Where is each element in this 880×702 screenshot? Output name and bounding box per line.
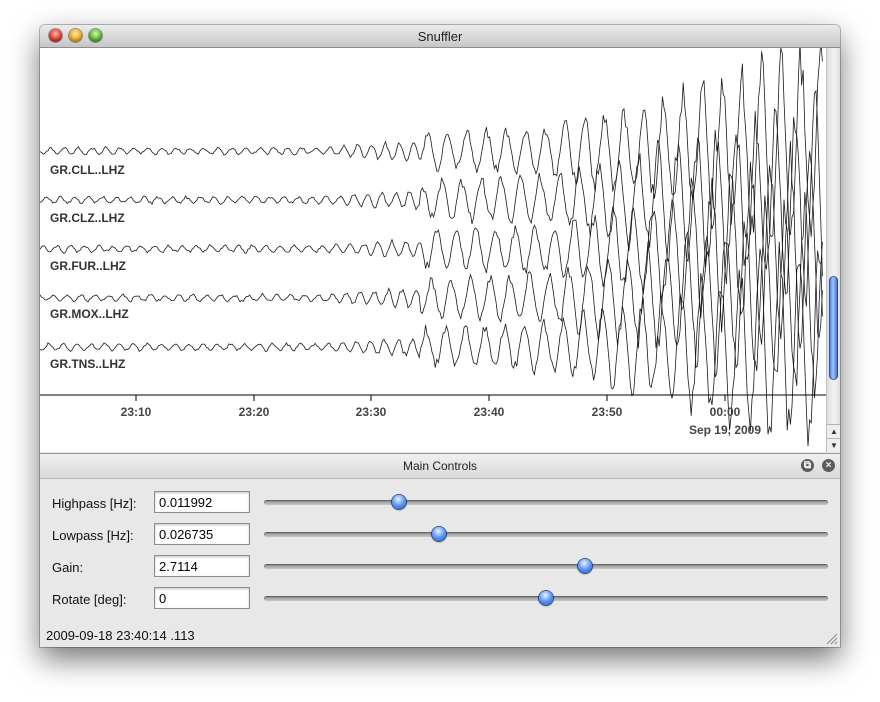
rotate-label: Rotate [deg]: <box>52 592 127 607</box>
gain-slider[interactable] <box>264 559 828 573</box>
trace-waveform <box>40 241 823 447</box>
scrollbar-thumb[interactable] <box>829 276 838 380</box>
trace-waveform <box>40 89 823 307</box>
rotate-slider-handle[interactable] <box>539 591 553 605</box>
trace-waveform <box>40 48 823 238</box>
time-tick-label: 23:30 <box>356 405 387 419</box>
minimize-window-button[interactable] <box>69 29 82 42</box>
time-tick-label: 23:50 <box>592 405 623 419</box>
scroll-down-arrow-icon[interactable]: ▼ <box>827 438 840 452</box>
time-tick-label: 23:10 <box>121 405 152 419</box>
trace-label: GR.CLL..LHZ <box>50 163 125 177</box>
rotate-input[interactable] <box>154 587 250 609</box>
time-tick-label: 00:00 <box>710 405 741 419</box>
lowpass-row: Lowpass [Hz]: <box>40 522 840 550</box>
trace-label: GR.TNS..LHZ <box>50 357 125 371</box>
gain-slider-handle[interactable] <box>578 559 593 573</box>
resize-grip-icon[interactable] <box>826 633 838 645</box>
lowpass-slider-handle[interactable] <box>431 527 446 541</box>
title-bar[interactable]: Snuffler <box>40 25 840 48</box>
rotate-row: Rotate [deg]: <box>40 586 840 614</box>
highpass-row: Highpass [Hz]: <box>40 490 840 518</box>
highpass-slider[interactable] <box>264 495 828 509</box>
trace-label: GR.MOX..LHZ <box>50 307 129 321</box>
time-tick-label: 23:40 <box>474 405 505 419</box>
restore-icon[interactable]: ⧉ <box>801 459 814 472</box>
rotate-slider[interactable] <box>264 591 828 605</box>
trace-view[interactable]: GR.CLL..LHZ GR.CLZ..LHZ GR.FUR..LHZ GR.MOX.… <box>40 48 826 452</box>
zoom-window-button[interactable] <box>89 29 102 42</box>
status-time: 2009-09-18 23:40:14 .113 <box>46 628 195 643</box>
lowpass-label: Lowpass [Hz]: <box>52 528 134 543</box>
main-controls-header: Main Controls ⧉ × <box>40 453 840 479</box>
trace-waveform <box>40 140 823 349</box>
highpass-slider-handle[interactable] <box>392 495 407 509</box>
close-window-button[interactable] <box>49 29 62 42</box>
lowpass-slider[interactable] <box>264 527 828 541</box>
trace-label: GR.FUR..LHZ <box>50 259 126 273</box>
gain-input[interactable] <box>154 555 250 577</box>
highpass-input[interactable] <box>154 491 250 513</box>
snuffler-window: Snuffler GR.CLL..LHZ GR.CLZ..LHZ GR.FUR..L… <box>40 25 840 647</box>
gain-label: Gain: <box>52 560 84 575</box>
panel-title: Main Controls <box>402 459 478 473</box>
highpass-label: Highpass [Hz]: <box>52 496 137 511</box>
lowpass-input[interactable] <box>154 523 250 545</box>
scroll-up-arrow-icon[interactable]: ▲ <box>827 424 840 438</box>
vertical-scrollbar[interactable]: ▲ ▼ <box>826 48 840 452</box>
time-tick-label: 23:20 <box>239 405 270 419</box>
seismogram-canvas[interactable]: GR.CLL..LHZ GR.CLZ..LHZ GR.FUR..LHZ GR.MOX.… <box>40 48 826 452</box>
date-label: Sep 19, 2009 <box>689 423 761 437</box>
trace-label: GR.CLZ..LHZ <box>50 211 125 225</box>
close-icon[interactable]: × <box>822 459 835 472</box>
window-title: Snuffler <box>417 29 463 44</box>
gain-row: Gain: <box>40 554 840 582</box>
trace-waveform <box>40 192 823 399</box>
